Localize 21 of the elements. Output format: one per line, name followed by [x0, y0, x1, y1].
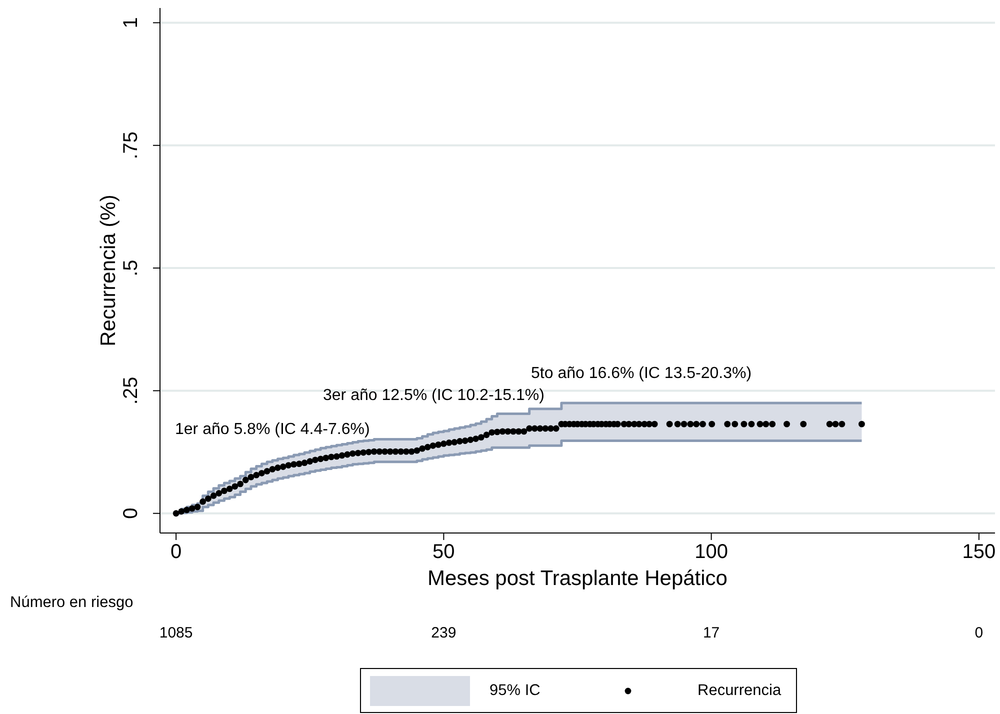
text: 17 — [702, 624, 720, 642]
text: 0 — [974, 624, 984, 642]
y-tick-label: .5 — [120, 260, 142, 276]
y-tick-label: 0 — [120, 508, 142, 519]
text: 239 — [431, 624, 456, 642]
text: 95% IC — [490, 682, 540, 700]
x-tick-label: 100 — [694, 541, 728, 564]
x-tick-label: 50 — [432, 541, 455, 564]
y-tick-label: 1 — [120, 17, 142, 28]
text: Recurrencia — [698, 682, 782, 700]
y-axis-title: Recurrencia (%) — [97, 194, 120, 346]
y-tick-label: .75 — [120, 131, 142, 160]
text: Número en riesgo — [10, 594, 134, 612]
annotation: 3er año 12.5% (IC 10.2-15.1%) — [323, 387, 544, 405]
x-tick-label: 0 — [170, 541, 182, 564]
x-tick-label: 150 — [962, 541, 996, 564]
y-tick-label: .25 — [120, 376, 142, 405]
text: 1085 — [159, 624, 193, 642]
annotation: 5to año 16.6% (IC 13.5-20.3%) — [531, 365, 752, 383]
x-axis-title: Meses post Trasplante Hepático — [428, 567, 728, 590]
annotation: 1er año 5.8% (IC 4.4-7.6%) — [175, 421, 370, 439]
